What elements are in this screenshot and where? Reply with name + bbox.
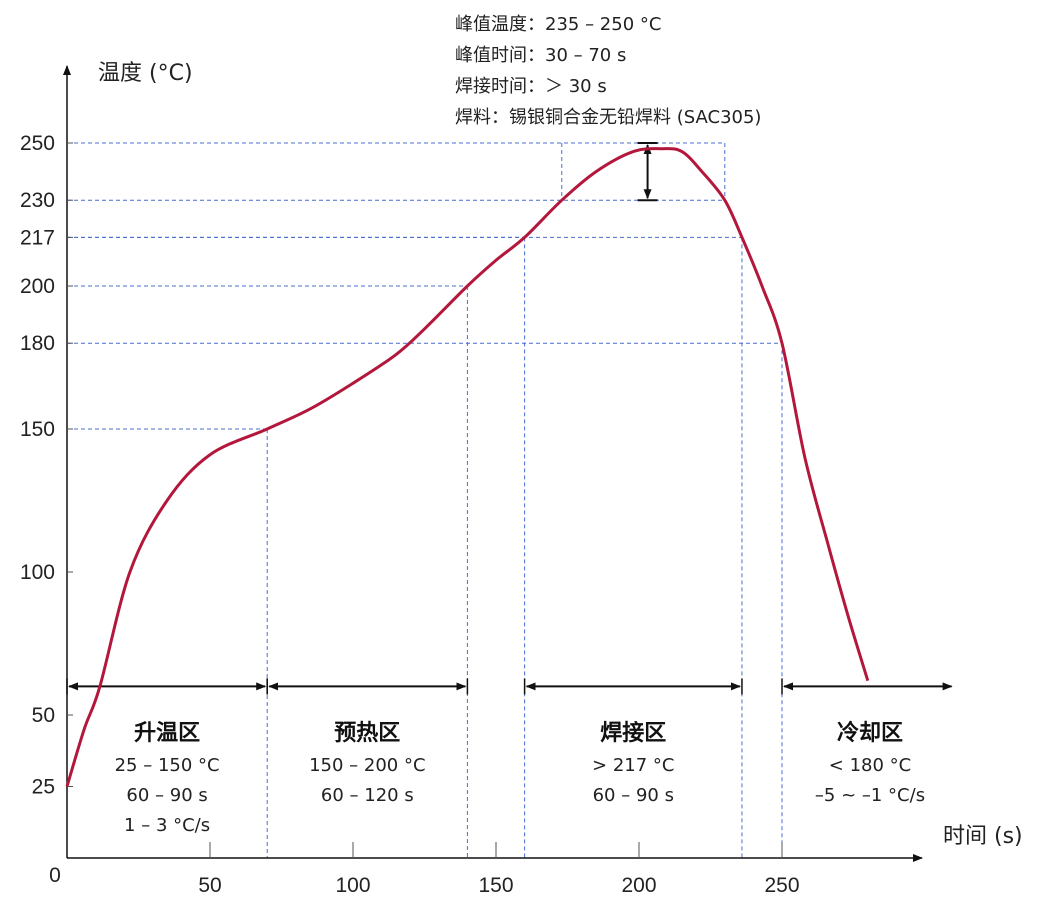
zone-detail: 25 – 150 °C <box>115 755 220 776</box>
guide-lines <box>67 142 783 858</box>
zone-title: 焊接区 <box>600 721 666 746</box>
y-tick-label: 250 <box>20 132 55 155</box>
zone-detail: 60 – 120 s <box>321 785 414 806</box>
y-tick-label: 50 <box>32 704 55 727</box>
y-tick-label: 100 <box>20 561 55 584</box>
zone-annotations: 升温区 25 – 150 °C 60 – 90 s 1 – 3 °C/s 预热区 150 … <box>66 678 953 836</box>
zone-detail: 150 – 200 °C <box>309 755 425 776</box>
y-tick-label: 150 <box>20 418 55 441</box>
x-tick-label: 150 <box>478 874 513 897</box>
zone-title: 预热区 <box>334 720 400 746</box>
y-tick-label: 180 <box>20 332 55 355</box>
y-tick-label: 25 <box>32 776 55 799</box>
x-tick-label: 200 <box>621 874 656 897</box>
zone-detail: –5 ~ –1 °C/s <box>815 785 925 806</box>
y-tick-label: 230 <box>20 189 55 212</box>
y-axis-label: 温度 (°C) <box>98 61 193 86</box>
annotation-line: 焊接时间：＞ 30 s <box>455 76 607 97</box>
zone-detail: 60 – 90 s <box>126 785 207 806</box>
zone-detail: > 217 °C <box>592 755 674 776</box>
temperature-curve <box>65 147 870 787</box>
zone-title: 冷却区 <box>837 720 903 746</box>
x-tick-label: 0 <box>49 864 61 887</box>
x-axis-label: 时间 (s) <box>943 824 1023 849</box>
annotation-line: 焊料：锡银铜合金无铅焊料 (SAC305) <box>455 107 761 128</box>
zone-detail: 1 – 3 °C/s <box>124 815 210 836</box>
tick-labels: 25 50 100 150 180 200 217 230 250 0 50 100 150 200 250 <box>20 132 800 897</box>
zone-title: 升温区 <box>134 721 200 746</box>
y-tick-label: 200 <box>20 275 55 298</box>
x-tick-label: 250 <box>764 874 799 897</box>
zone-detail: < 180 °C <box>829 755 911 776</box>
annotation-line: 峰值时间：30 – 70 s <box>455 45 626 66</box>
zone-detail: 60 – 90 s <box>593 785 674 806</box>
annotation-line: 峰值温度：235 – 250 °C <box>455 14 661 35</box>
x-tick-label: 100 <box>335 874 370 897</box>
y-tick-label: 217 <box>20 226 55 249</box>
x-tick-label: 50 <box>198 874 221 897</box>
